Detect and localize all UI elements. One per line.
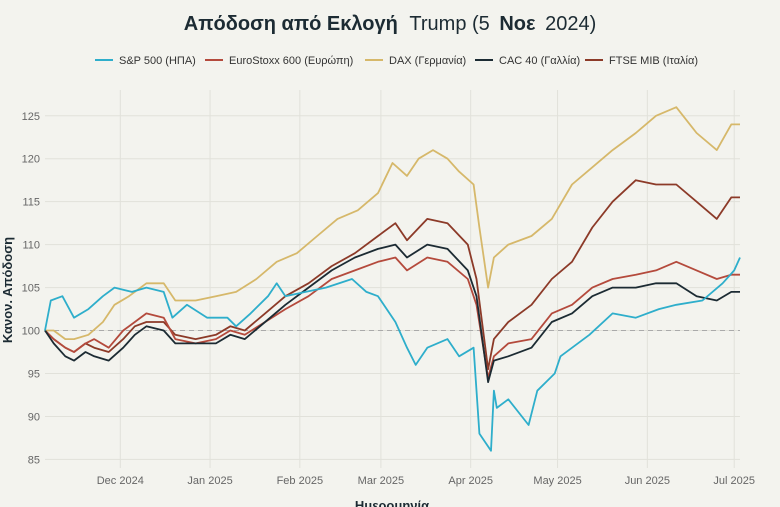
y-tick-label: 105 bbox=[22, 283, 40, 295]
y-tick-label: 120 bbox=[22, 154, 40, 166]
chart-title-bold2: Νοε bbox=[499, 13, 536, 35]
x-tick-label: May 2025 bbox=[533, 475, 581, 487]
series-line bbox=[44, 179, 740, 371]
legend-label: DAX (Γερμανία) bbox=[389, 55, 466, 67]
series-line bbox=[44, 243, 740, 384]
series-line bbox=[44, 257, 741, 452]
y-tick-label: 95 bbox=[28, 369, 40, 381]
legend-label: FTSE MIB (Ιταλία) bbox=[609, 55, 698, 67]
chart-title: Απόδοση από Εκλογή Trump (5 Νοε 2024) bbox=[184, 13, 596, 35]
y-tick-label: 115 bbox=[22, 197, 40, 209]
legend-label: S&P 500 (ΗΠΑ) bbox=[119, 55, 196, 67]
y-tick-label: 110 bbox=[22, 240, 40, 252]
x-tick-label: Feb 2025 bbox=[277, 475, 323, 487]
y-axis-ticks: 85 90 95 100 105 110 115 120 125 bbox=[22, 111, 40, 467]
chart-title-end: 2024) bbox=[545, 13, 596, 35]
x-axis-ticks: Dec 2024 Jan 2025 Feb 2025 Mar 2025 Apr 2025… bbox=[97, 475, 755, 487]
grid bbox=[45, 90, 740, 468]
legend-label: CAC 40 (Γαλλία) bbox=[499, 55, 580, 67]
x-tick-label: Jan 2025 bbox=[187, 475, 232, 487]
y-tick-label: 100 bbox=[22, 326, 40, 338]
y-tick-label: 125 bbox=[22, 111, 40, 123]
y-axis-title: Κανον. Απόδοση bbox=[0, 237, 15, 343]
x-axis-title: Ημερομηνία bbox=[355, 498, 429, 507]
x-tick-label: Mar 2025 bbox=[358, 475, 404, 487]
series-line bbox=[45, 106, 740, 341]
x-tick-label: Jul 2025 bbox=[713, 475, 755, 487]
chart-title-rest: Trump (5 bbox=[409, 13, 489, 35]
x-tick-label: Jun 2025 bbox=[625, 475, 670, 487]
series-group bbox=[44, 106, 741, 452]
chart-title-bold: Απόδοση από Εκλογή bbox=[184, 13, 398, 35]
y-tick-label: 85 bbox=[28, 454, 40, 466]
x-tick-label: Dec 2024 bbox=[97, 475, 144, 487]
x-tick-label: Apr 2025 bbox=[448, 475, 493, 487]
series-line bbox=[44, 256, 740, 379]
legend: S&P 500 (ΗΠΑ) EuroStoxx 600 (Ευρώπη) DAX (… bbox=[95, 55, 698, 67]
y-tick-label: 90 bbox=[28, 411, 40, 423]
legend-label: EuroStoxx 600 (Ευρώπη) bbox=[229, 55, 353, 67]
